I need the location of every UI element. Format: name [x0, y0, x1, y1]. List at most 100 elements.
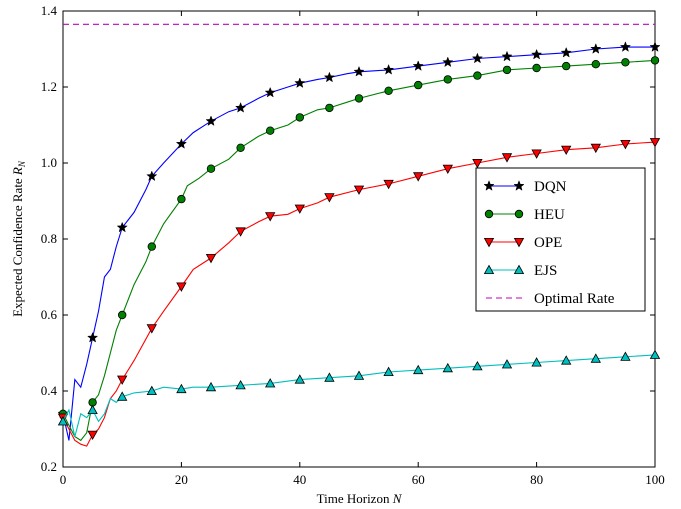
data-point-marker [382, 63, 395, 75]
legend-marker [513, 237, 525, 248]
data-point-marker [117, 391, 128, 401]
data-point-marker [295, 113, 304, 122]
data-point-marker [87, 404, 98, 415]
legend-marker [484, 209, 494, 219]
data-point-marker [383, 179, 394, 190]
data-point-marker [442, 56, 454, 68]
series-line [62, 59, 656, 442]
data-point-marker [176, 383, 187, 394]
x-tick-labels: 0 20 40 60 80 100 [60, 472, 665, 487]
x-axis-label: Time Horizon N [317, 491, 403, 506]
legend-marker [514, 209, 524, 219]
y-tick-label: 0.2 [41, 459, 57, 474]
x-tick-label: 40 [293, 472, 306, 487]
axis-ticks [62, 10, 656, 468]
data-point-marker [205, 253, 217, 264]
x-tick-label: 60 [412, 472, 425, 487]
data-point-marker [590, 143, 601, 154]
y-tick-label: 0.6 [41, 307, 58, 322]
data-point-marker [87, 430, 98, 441]
data-point-marker [324, 193, 335, 203]
data-point-marker [235, 379, 246, 390]
y-tick-label: 0.4 [41, 383, 58, 398]
legend-entry: OPE [483, 235, 562, 251]
data-point-marker [649, 349, 661, 359]
data-point-marker [384, 86, 393, 95]
data-point-marker [265, 378, 276, 388]
data-point-marker [472, 158, 483, 169]
legend-entry: Optimal Rate [486, 291, 615, 307]
data-point-marker [236, 143, 245, 152]
data-point-marker [591, 59, 600, 69]
data-point-marker [413, 172, 424, 182]
data-point-marker [86, 331, 99, 343]
legend-label: HEU [534, 207, 565, 223]
data-point-marker [324, 372, 335, 382]
legend-box [475, 167, 646, 312]
data-point-marker [561, 145, 572, 156]
data-point-marker [353, 65, 365, 77]
series-ejs [57, 349, 661, 437]
data-point-marker [502, 65, 512, 75]
data-point-marker [323, 71, 336, 83]
data-point-marker [621, 58, 630, 67]
data-point-marker [442, 164, 453, 175]
data-point-marker [501, 50, 513, 62]
data-point-marker [147, 242, 156, 251]
x-tick-label: 20 [175, 472, 188, 487]
legend-label: DQN [534, 179, 567, 195]
x-tick-label: 100 [645, 472, 665, 487]
data-point-marker [117, 375, 128, 385]
legend-entry: HEU [484, 207, 565, 223]
data-point-marker [560, 46, 572, 58]
data-point-marker [205, 381, 217, 392]
data-point-marker [590, 43, 602, 54]
data-point-marker [264, 86, 276, 98]
legend-marker [483, 264, 495, 275]
data-point-marker [531, 149, 542, 159]
data-point-marker [206, 164, 216, 173]
series-line [62, 46, 655, 441]
data-point-marker [501, 153, 513, 163]
legend-label: Optimal Rate [534, 291, 615, 307]
data-point-marker [473, 71, 482, 80]
data-point-marker [294, 374, 305, 384]
data-point-marker [354, 94, 364, 103]
y-tick-label: 1.2 [41, 79, 57, 94]
series-ope [57, 138, 661, 447]
data-point-marker [146, 385, 157, 396]
data-point-marker [175, 138, 188, 149]
data-point-marker [501, 359, 513, 369]
x-tick-label: 0 [60, 472, 67, 487]
data-point-marker [57, 416, 69, 426]
y-tick-label: 1.0 [41, 155, 57, 170]
legend-label: OPE [534, 235, 562, 251]
y-tick-label: 1.4 [41, 3, 58, 18]
data-point-marker [471, 52, 484, 64]
x-tick-label: 80 [530, 472, 543, 487]
data-point-marker [650, 56, 660, 65]
data-point-marker [205, 115, 217, 126]
data-point-marker [649, 41, 661, 52]
legend-entry: DQN [483, 179, 567, 195]
legend-marker [513, 180, 525, 191]
data-point-marker [294, 77, 306, 88]
legend-marker [483, 180, 495, 191]
data-point-marker [590, 353, 601, 363]
legend: DQN HEU OPE EJS Optimal Rate [475, 167, 646, 312]
legend-entry: EJS [483, 263, 557, 279]
y-tick-label: 0.8 [41, 231, 57, 246]
data-point-marker [620, 351, 631, 361]
data-point-marker [294, 204, 305, 214]
data-point-marker [116, 221, 128, 233]
data-point-marker [353, 370, 365, 380]
legend-marker [483, 237, 495, 248]
series-heu [58, 56, 660, 442]
data-point-marker [325, 103, 334, 113]
series-dqn [57, 41, 661, 441]
data-point-marker [443, 75, 452, 84]
data-point-marker [561, 355, 572, 365]
series-layer [57, 23, 661, 447]
data-point-marker [235, 227, 246, 237]
